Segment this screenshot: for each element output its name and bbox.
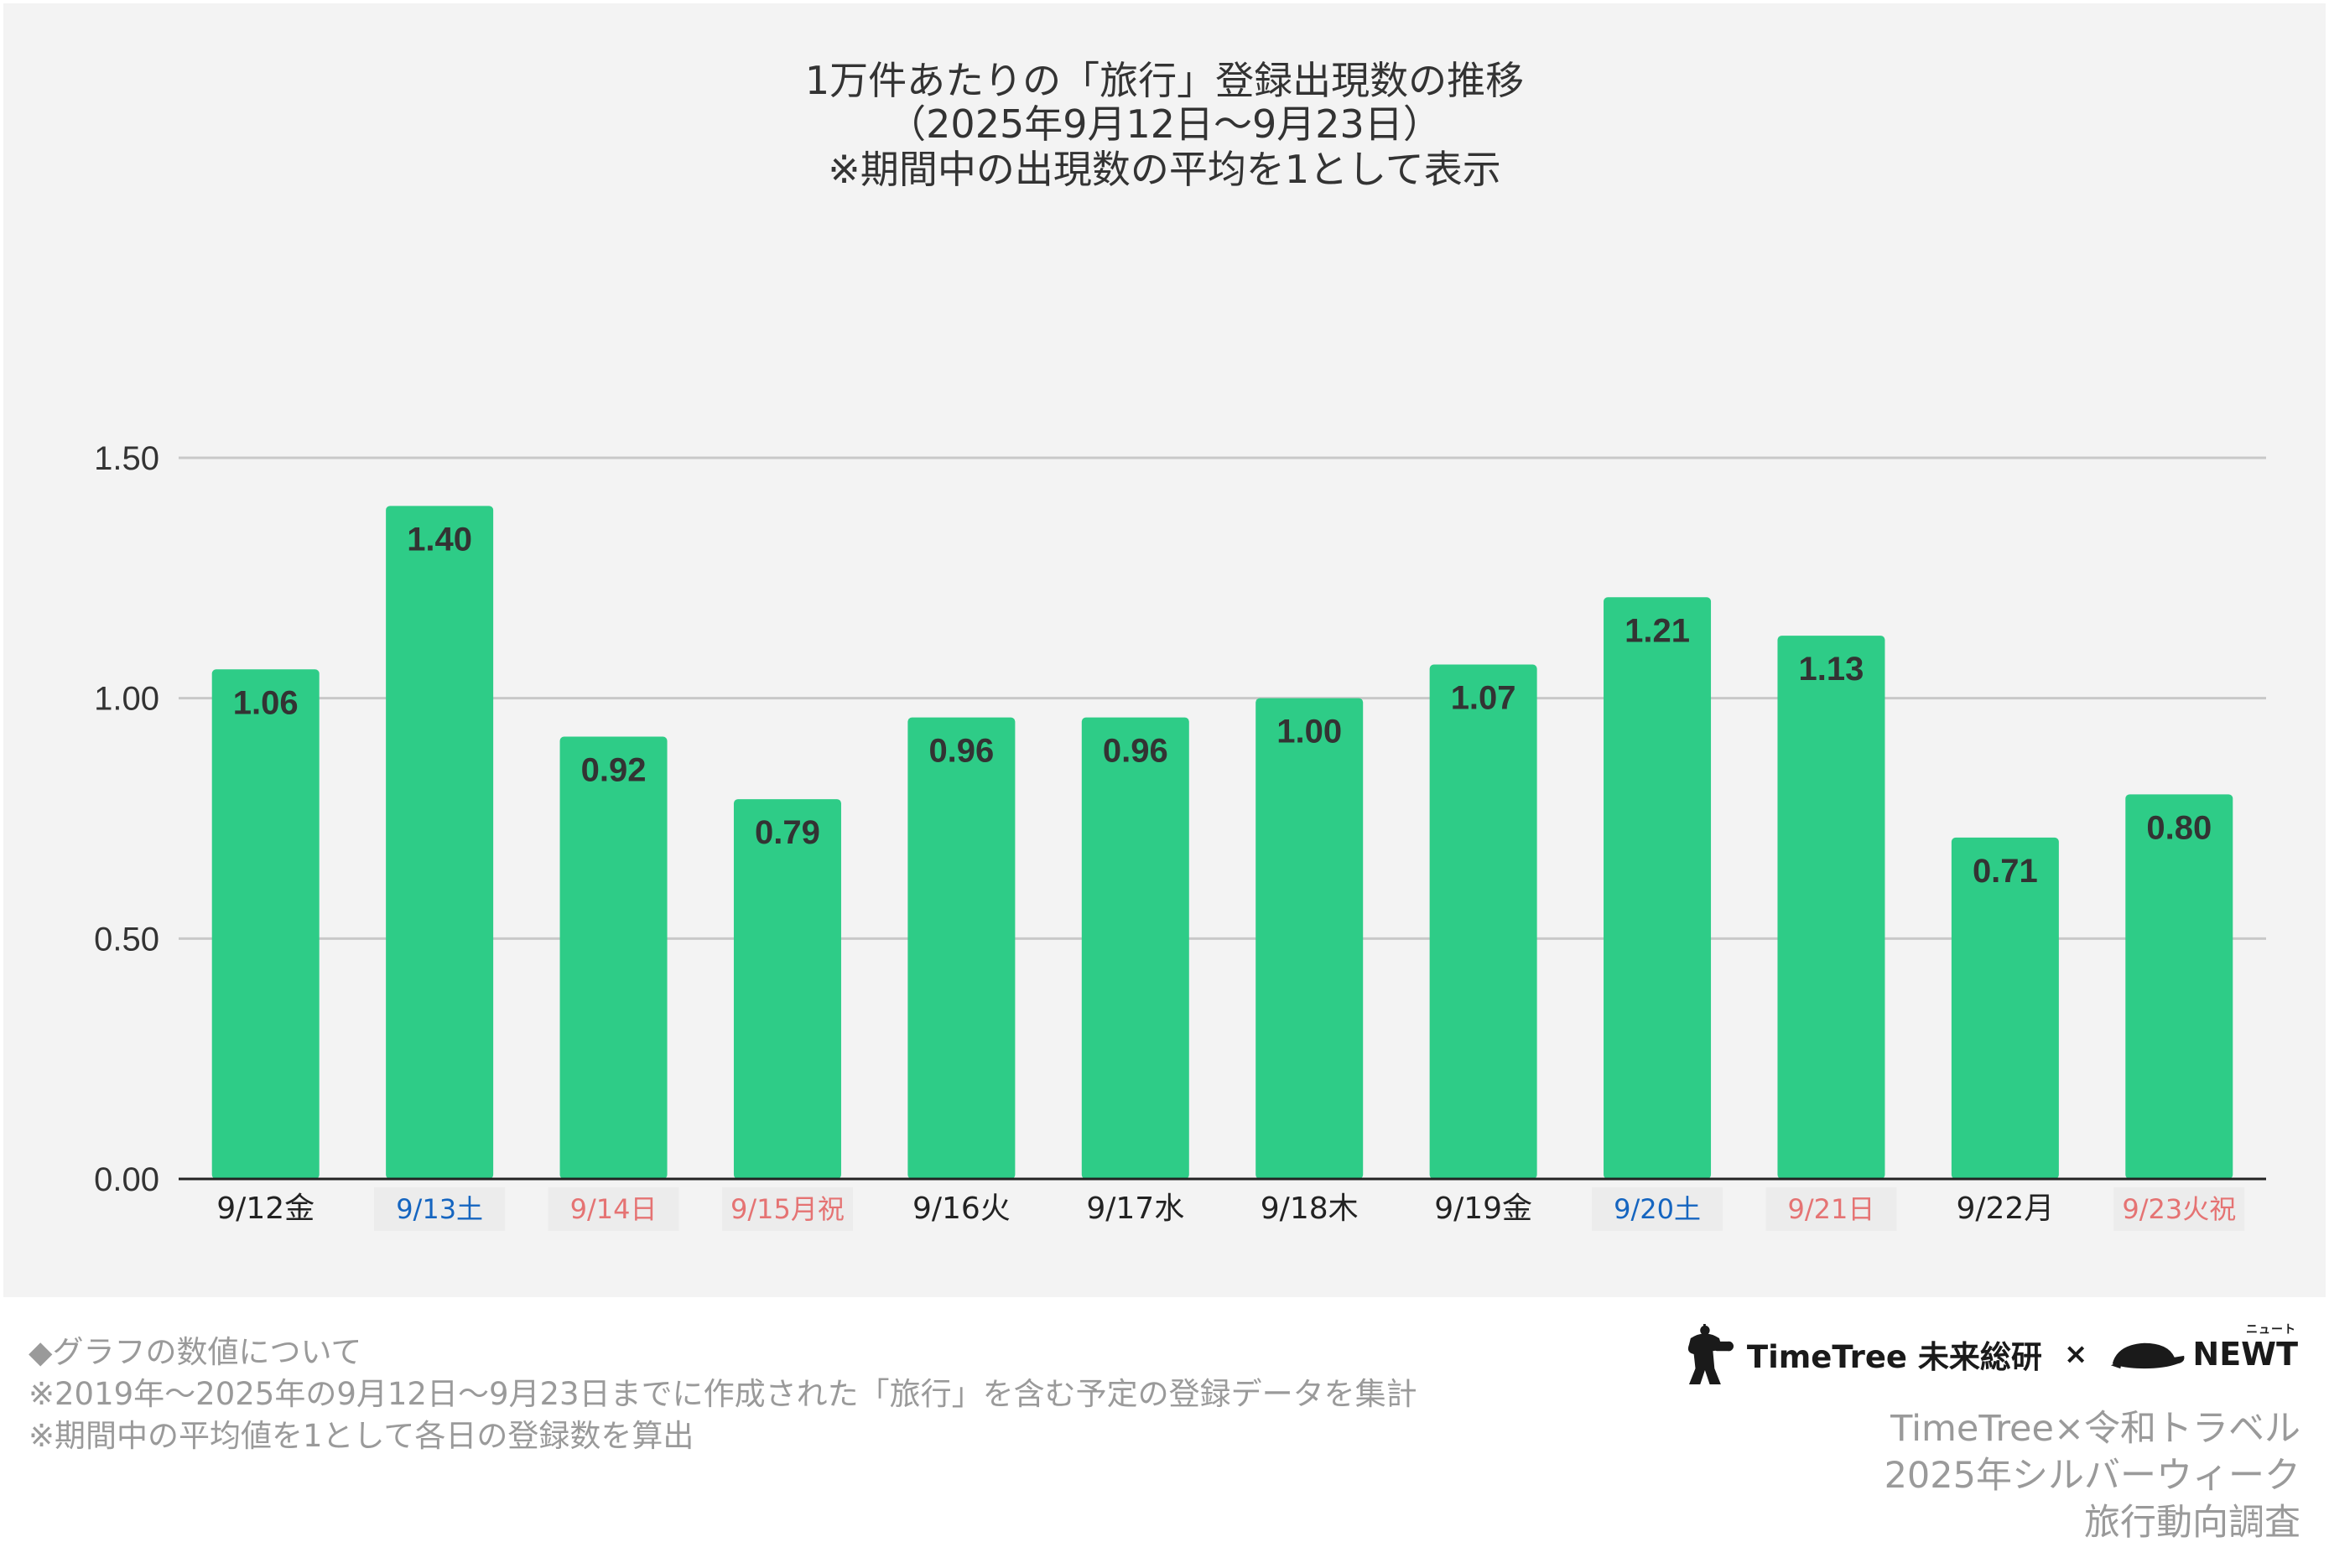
- bar: [1951, 837, 2059, 1179]
- credit-line-3: 旅行動向調査: [2084, 1502, 2300, 1544]
- bar-value-label: 0.80: [2146, 809, 2212, 846]
- bar: [386, 506, 494, 1179]
- x-tick-label-background: [1592, 1187, 1723, 1231]
- notes-line-1: ※2019年〜2025年の9月12日〜9月23日までに作成された「旅行」を含む予…: [29, 1376, 1417, 1412]
- newt-logo-word: NEWT: [2192, 1336, 2298, 1373]
- bar-value-label: 0.71: [1973, 853, 2038, 890]
- newt-logo-text: NEWT ニュート: [2192, 1323, 2298, 1373]
- bar-value-label: 0.96: [1103, 733, 1168, 770]
- bar-value-label: 0.79: [755, 814, 820, 851]
- x-tick-label: 9/13土: [396, 1193, 483, 1225]
- chart-title-line-2: （2025年9月12日〜9月23日）: [887, 101, 1442, 147]
- bar: [1255, 698, 1364, 1179]
- bar: [2125, 794, 2233, 1179]
- x-tick-label: 9/19金: [1434, 1192, 1532, 1226]
- x-tick-label-background: [721, 1187, 853, 1231]
- bar: [1604, 597, 1712, 1179]
- bar-chart: 0.00 0.50 1.00 1.50 1.06 9/12金 1.40 9/13土 0.92 9/…: [94, 440, 2266, 1231]
- x-tick-label: 9/12金: [216, 1192, 315, 1226]
- newt-logo-ruby: ニュート: [2246, 1323, 2296, 1337]
- x-tick-label: 9/14日: [570, 1193, 658, 1225]
- bar-value-label: 0.96: [928, 733, 994, 770]
- y-tick-label: 1.00: [94, 681, 159, 718]
- y-tick-label: 0.00: [94, 1161, 159, 1198]
- bar-value-label: 1.07: [1451, 680, 1516, 717]
- notes: ◆グラフの数値について ※2019年〜2025年の9月12日〜9月23日までに作…: [29, 1332, 1417, 1457]
- x-tick-label: 9/15月祝: [730, 1193, 845, 1225]
- x-tick-label-background: [2113, 1187, 2245, 1231]
- timetree-mascot-icon: [1687, 1323, 1734, 1385]
- logo-row: TimeTree 未来総研 × NEWT ニュート: [1673, 1316, 2298, 1392]
- notes-heading: ◆グラフの数値について: [29, 1334, 362, 1370]
- bar: [1081, 717, 1189, 1179]
- x-tick-label: 9/20土: [1614, 1193, 1701, 1225]
- bar-value-label: 1.21: [1625, 612, 1690, 649]
- logo-times: ×: [2063, 1337, 2088, 1371]
- timetree-logo-text: TimeTree 未来総研: [1746, 1339, 2042, 1375]
- bar-value-label: 1.00: [1276, 714, 1342, 750]
- bar-value-label: 1.06: [233, 684, 299, 721]
- y-tick-label: 0.50: [94, 921, 159, 958]
- credit-line-2: 2025年シルバーウィーク: [1884, 1455, 2300, 1497]
- bar: [1429, 664, 1537, 1179]
- bar-value-label: 0.92: [581, 752, 647, 789]
- x-tick-label: 9/21日: [1788, 1193, 1875, 1225]
- chart-title-line-1: 1万件あたりの「旅行」登録出現数の推移: [804, 58, 1525, 103]
- bar: [733, 799, 841, 1179]
- x-tick-label-background: [548, 1187, 679, 1231]
- bar: [559, 736, 668, 1179]
- bar: [907, 717, 1016, 1179]
- bar-value-label: 1.40: [407, 521, 472, 558]
- newt-turtle-icon: [2111, 1342, 2185, 1369]
- x-tick-label: 9/22月: [1956, 1192, 2054, 1226]
- bar-value-label: 1.13: [1799, 651, 1864, 688]
- x-tick-label-background: [1765, 1187, 1897, 1231]
- x-tick-label: 9/17水: [1086, 1192, 1184, 1226]
- x-tick-label: 9/18木: [1261, 1192, 1359, 1226]
- x-tick-label-background: [374, 1187, 506, 1231]
- y-tick-label: 1.50: [94, 440, 159, 477]
- bar: [1777, 636, 1885, 1179]
- chart-title-line-3: ※期間中の出現数の平均を1として表示: [828, 147, 1501, 192]
- x-tick-label: 9/23火祝: [2122, 1193, 2236, 1225]
- bar: [211, 669, 320, 1179]
- credit: TimeTree×令和トラベル 2025年シルバーウィーク 旅行動向調査: [1885, 1405, 2300, 1546]
- x-tick-label: 9/16火: [912, 1192, 1011, 1226]
- credit-line-1: TimeTree×令和トラベル: [1890, 1408, 2300, 1450]
- notes-line-2: ※期間中の平均値を1として各日の登録数を算出: [29, 1418, 694, 1454]
